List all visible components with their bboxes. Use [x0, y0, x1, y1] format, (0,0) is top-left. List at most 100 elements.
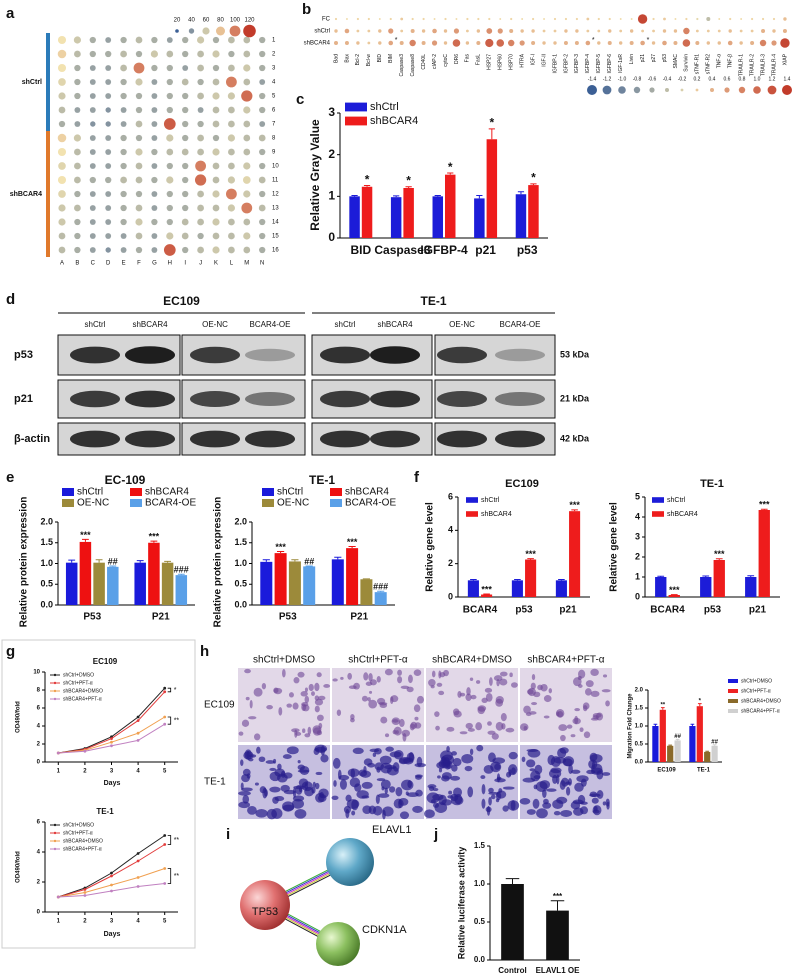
- x-tick-label: C: [91, 261, 96, 267]
- protein-label: p21: [14, 393, 33, 405]
- y-tick-label: 8: [272, 136, 276, 142]
- dot: [89, 149, 96, 155]
- dot: [575, 29, 579, 33]
- dot: [105, 176, 112, 184]
- bar: [260, 561, 273, 605]
- legend-swatch: [345, 102, 367, 112]
- dot: [574, 41, 579, 45]
- dot: [629, 29, 634, 33]
- bar: [689, 726, 696, 762]
- x-tick-label: HSP27: [487, 54, 493, 70]
- cell: [446, 726, 455, 732]
- cell: [314, 695, 320, 701]
- error-bar: [262, 559, 270, 562]
- cell: [547, 754, 556, 766]
- legend-swatch: [652, 511, 664, 517]
- x-tick-label: IGFBP-2: [563, 54, 569, 74]
- dot: [74, 190, 81, 198]
- cell: [274, 796, 285, 802]
- legend-marker: [53, 839, 57, 843]
- x-tick-label: sTNF-R2: [706, 54, 712, 74]
- cell: [347, 768, 360, 777]
- cell: [589, 793, 601, 798]
- dot: [258, 134, 266, 142]
- cell: [536, 808, 548, 819]
- dot: [673, 41, 678, 45]
- dot: [181, 148, 189, 156]
- dot: [74, 232, 81, 240]
- dot: [717, 41, 721, 45]
- bar: [696, 706, 703, 762]
- dot: [695, 29, 699, 33]
- dot: [212, 120, 220, 128]
- y-tick-label: 1.0: [234, 558, 247, 568]
- legend-label: shCtrl+DMSO: [63, 672, 94, 678]
- error-bar: [334, 556, 342, 560]
- x-tick-label: p53: [515, 605, 533, 616]
- y-tick-label: 1.0: [474, 879, 486, 888]
- cell: [320, 754, 329, 763]
- annotation: *: [174, 687, 177, 694]
- cell: [266, 704, 273, 710]
- x-tick-label: Caspase3: [399, 54, 405, 77]
- dot: [228, 50, 235, 58]
- dot: [772, 17, 776, 21]
- point: [83, 894, 87, 897]
- dot: [105, 233, 112, 239]
- condition-label: shCtrl+DMSO: [253, 655, 315, 666]
- value-label: *: [531, 171, 536, 185]
- dot: [57, 175, 67, 185]
- x-tick-label: IGFBP-3: [574, 54, 580, 74]
- error-bar: [527, 558, 534, 560]
- cell: [253, 687, 263, 697]
- annotation: **: [174, 717, 180, 724]
- bracket: [167, 868, 172, 884]
- dot: [585, 40, 591, 46]
- error-bar: [351, 195, 358, 197]
- x-tick-label: FasL: [476, 54, 482, 65]
- dot: [89, 163, 96, 169]
- group-bar: [46, 33, 50, 131]
- cell: [409, 723, 415, 731]
- y-tick-label: 0: [328, 230, 335, 244]
- legend-label: shBCAR4: [345, 487, 389, 498]
- cell: [495, 721, 504, 731]
- legend-swatch: [466, 497, 478, 503]
- y-tick-label: 2.0: [40, 516, 53, 526]
- cell: [352, 747, 364, 755]
- dot: [243, 246, 251, 254]
- dot: [466, 29, 469, 33]
- cell: [558, 724, 568, 732]
- cell: [271, 808, 283, 819]
- error-bar: [447, 172, 454, 175]
- x-tick-label: Bcl-2: [355, 54, 361, 66]
- x-tick-label: 4: [136, 769, 140, 775]
- dot: [166, 64, 173, 72]
- point: [136, 719, 140, 722]
- lane-label: shBCAR4: [377, 320, 413, 329]
- x-tick-label: G: [152, 261, 157, 267]
- dot: [243, 64, 251, 72]
- cell: [336, 709, 342, 716]
- micrograph: [519, 745, 612, 819]
- bar: [668, 595, 680, 597]
- dot: [519, 40, 525, 46]
- band: [320, 430, 370, 448]
- legend-swatch: [62, 488, 74, 496]
- cell: [338, 774, 350, 781]
- dot: [465, 41, 470, 45]
- legend-dot: [753, 86, 761, 94]
- band: [437, 346, 487, 364]
- dot: [772, 29, 776, 33]
- dot: [410, 29, 415, 33]
- x-tick-label: IGF-I: [530, 54, 536, 65]
- bar: [511, 580, 523, 597]
- dot: [120, 121, 127, 127]
- dot: [151, 93, 158, 99]
- cell: [457, 691, 462, 698]
- legend-dot: [602, 85, 612, 95]
- cell: [385, 746, 394, 752]
- y-axis-label: OD490/fold: [16, 851, 22, 883]
- cell: [453, 710, 462, 718]
- cell: [475, 680, 481, 684]
